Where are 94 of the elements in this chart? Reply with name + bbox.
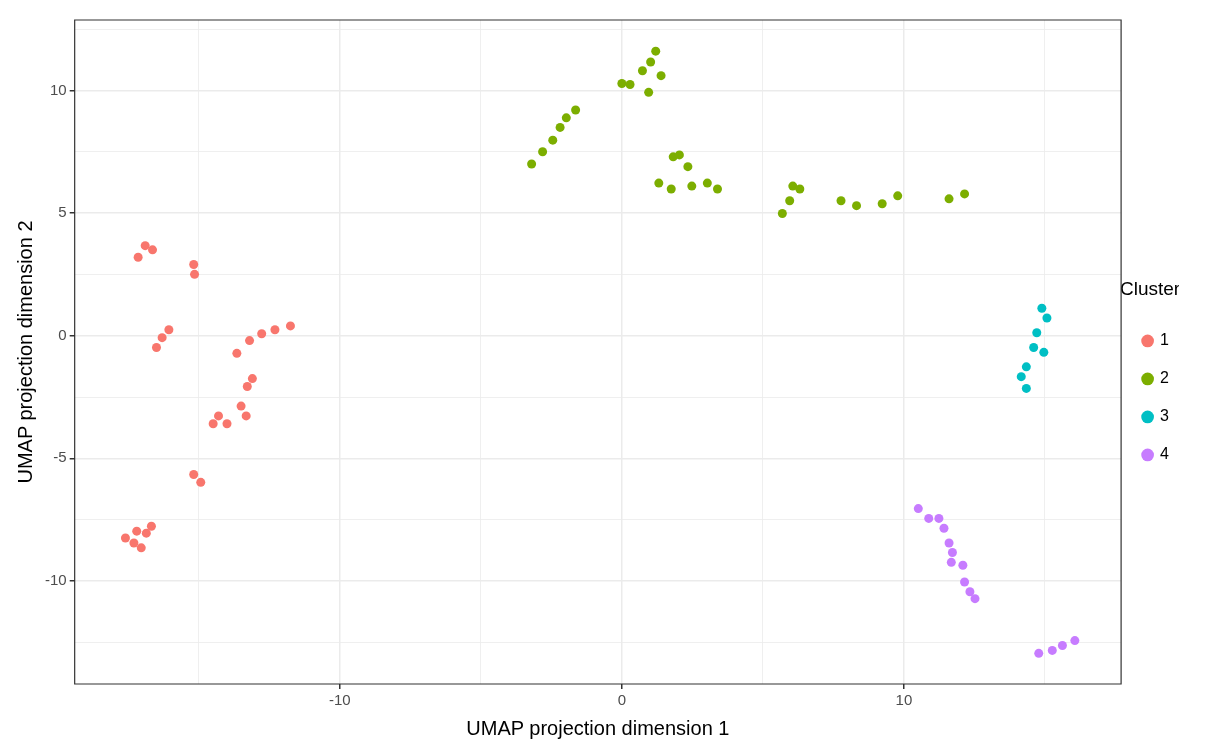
point (1070, 636, 1080, 646)
point (795, 184, 805, 194)
point (947, 548, 957, 558)
point (1047, 645, 1057, 655)
point (242, 381, 252, 391)
point (960, 577, 970, 587)
point (129, 538, 139, 548)
point (214, 411, 224, 421)
point (1042, 313, 1052, 323)
point (232, 348, 242, 358)
point (189, 260, 199, 270)
point (651, 46, 661, 56)
point (120, 533, 130, 543)
point (190, 269, 200, 279)
y-tick-label: 5 (58, 203, 67, 221)
point (944, 194, 954, 204)
point (561, 113, 571, 123)
y-tick-label: 0 (58, 325, 67, 343)
y-tick-label: 10 (49, 80, 67, 98)
point (189, 470, 199, 480)
point (674, 150, 684, 160)
point (527, 159, 537, 169)
y-tick-label: -5 (53, 448, 67, 466)
point (934, 513, 944, 523)
point (247, 374, 257, 384)
point (157, 333, 167, 343)
point (245, 336, 255, 346)
point (958, 560, 968, 570)
point (777, 209, 787, 219)
point (164, 325, 174, 335)
point (637, 66, 647, 76)
point (140, 241, 150, 251)
point (1021, 362, 1031, 372)
y-tick-label: -10 (44, 571, 67, 589)
point (877, 199, 887, 209)
point (1034, 648, 1044, 658)
point (151, 342, 161, 352)
point (571, 105, 581, 115)
point (146, 521, 156, 531)
point (654, 178, 664, 188)
point (1021, 383, 1031, 393)
point (148, 245, 158, 255)
point (939, 523, 949, 533)
point (893, 191, 903, 201)
point (132, 526, 142, 536)
x-tick-label: 0 (617, 691, 627, 709)
point (538, 147, 548, 157)
point (970, 594, 980, 604)
point (1039, 347, 1049, 357)
point (646, 57, 656, 67)
point (1016, 372, 1026, 382)
point (924, 513, 934, 523)
point (702, 178, 712, 188)
legend-label: 2 (1160, 369, 1170, 387)
point (656, 71, 666, 81)
point (270, 325, 280, 335)
point (1037, 303, 1047, 313)
point (946, 557, 956, 567)
x-axis-title: UMAP projection dimension 1 (466, 716, 730, 739)
point (136, 543, 146, 553)
point (944, 538, 954, 548)
point (548, 135, 558, 145)
point (836, 196, 846, 206)
point (555, 122, 565, 132)
point (625, 80, 635, 90)
point (1029, 342, 1039, 352)
point (644, 87, 654, 97)
point (683, 162, 693, 172)
legend-label: 4 (1160, 445, 1170, 463)
point (852, 201, 862, 211)
point (208, 419, 218, 429)
point (712, 184, 722, 194)
point (133, 252, 143, 262)
point (236, 401, 246, 411)
point (960, 189, 970, 199)
legend-label: 3 (1160, 407, 1170, 425)
point (965, 587, 975, 597)
point (285, 321, 295, 331)
point (241, 411, 251, 421)
x-tick-label: -10 (328, 691, 351, 709)
point (222, 419, 232, 429)
legend-label: 1 (1160, 331, 1170, 349)
point (617, 79, 627, 89)
point (687, 181, 697, 191)
point (913, 504, 923, 514)
point (1032, 328, 1042, 338)
point (785, 196, 795, 206)
x-tick-label: 10 (895, 691, 913, 709)
point (196, 477, 206, 487)
point (141, 528, 151, 538)
point (666, 184, 676, 194)
point (1057, 640, 1067, 650)
y-axis-title: UMAP projection dimension 2 (13, 220, 36, 484)
point (257, 329, 267, 339)
